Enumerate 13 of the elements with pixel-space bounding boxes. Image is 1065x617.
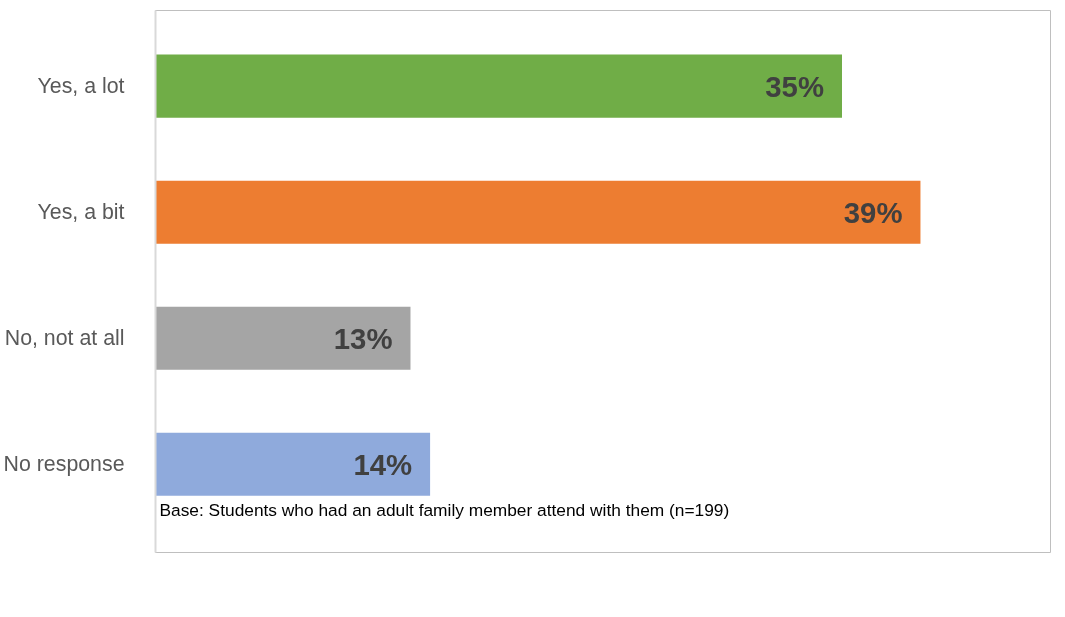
bar xyxy=(155,54,842,118)
y-tick-label: No response xyxy=(3,452,125,477)
data-label: 14% xyxy=(353,447,413,481)
y-tick-label: Yes, a bit xyxy=(37,200,125,225)
y-tick-label: Yes, a lot xyxy=(37,74,125,99)
bar xyxy=(155,432,431,496)
y-tick-label: No, not at all xyxy=(4,326,125,351)
data-label: 35% xyxy=(765,69,824,103)
bar xyxy=(155,306,411,370)
annotation: Base: Students who had an adult family member attend with them (n=199) xyxy=(159,499,730,520)
bar xyxy=(155,180,921,244)
data-label: 39% xyxy=(843,195,903,229)
data-label: 13% xyxy=(333,321,393,355)
